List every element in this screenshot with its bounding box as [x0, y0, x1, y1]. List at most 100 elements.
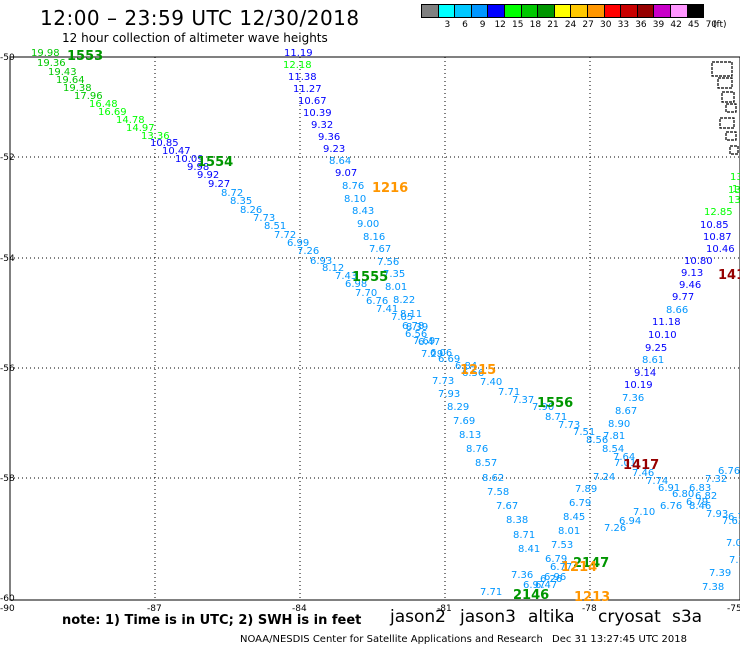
color-scale-label: 39 — [652, 20, 665, 30]
swh-value: 6.76 — [366, 296, 388, 307]
swh-value: 6.76 — [660, 501, 682, 512]
swh-value: 7.71 — [480, 587, 502, 598]
swh-value: 7.67 — [369, 244, 391, 255]
swh-value: 6.79 — [545, 554, 567, 565]
swh-value: 8.62 — [482, 473, 504, 484]
swh-value: 9.32 — [311, 120, 333, 131]
swh-value: 7.05 — [391, 312, 413, 323]
swh-value: 6.94 — [619, 516, 641, 527]
color-scale-label: 30 — [600, 20, 612, 30]
footer-credit: NOAA/NESDIS Center for Satellite Applica… — [240, 634, 543, 645]
swh-value: 16.69 — [98, 107, 127, 118]
map-subtitle: 12 hour collection of altimeter wave hei… — [62, 31, 328, 45]
swh-value: 8.54 — [602, 444, 624, 455]
coastline — [717, 77, 733, 89]
swh-value: 7.69 — [453, 416, 475, 427]
swh-value: 6.96 — [544, 572, 566, 583]
swh-value: 8.16 — [363, 232, 385, 243]
swh-value: 6.47 — [535, 580, 557, 591]
color-scale-label: 36 — [635, 20, 647, 30]
swh-value: 6.82 — [695, 491, 717, 502]
swh-value: 7.71 — [498, 387, 520, 398]
sat-legend-altika: altika — [528, 607, 575, 627]
swh-value: 7.53 — [551, 540, 573, 551]
swh-value: 8.39 — [406, 322, 428, 333]
swh-value: 7.79 — [729, 555, 740, 566]
swh-value: 6.83 — [689, 483, 711, 494]
swh-value: 8.01 — [385, 282, 407, 293]
lon-label: -75 — [727, 604, 740, 614]
swh-value: 19.43 — [48, 67, 77, 78]
swh-value: 9.25 — [645, 343, 667, 354]
swh-value: 11.18 — [652, 317, 681, 328]
swh-value: 19.36 — [37, 58, 66, 69]
swh-value: 19.98 — [31, 48, 60, 59]
pass-label: 1554 — [197, 155, 233, 170]
lon-label: -81 — [437, 604, 452, 614]
swh-value: 7.38 — [702, 582, 724, 593]
color-scale-label: 45 — [687, 20, 700, 30]
swh-value: 7.35 — [383, 269, 405, 280]
swh-value: 10.47 — [162, 146, 191, 157]
lat-label: -52 — [0, 153, 15, 163]
swh-value: 7.01 — [614, 458, 636, 469]
swh-value: 7.46 — [632, 468, 654, 479]
swh-value: 12.85 — [704, 207, 733, 218]
swh-value: 10.10 — [648, 330, 677, 341]
swh-value: 8.57 — [475, 458, 497, 469]
coastline — [719, 117, 735, 129]
swh-value: 7.26 — [297, 246, 319, 257]
swh-value: 8.64 — [329, 156, 351, 167]
swh-value: 7.56 — [377, 257, 399, 268]
color-scale-label: 15 — [512, 20, 524, 30]
swh-value: 7.40 — [480, 377, 502, 388]
lon-label: -90 — [0, 604, 15, 614]
swh-value: 13.7 — [728, 185, 740, 196]
color-scale-label: 33 — [617, 20, 630, 30]
swh-value: 9.98 — [187, 162, 209, 173]
lon-label: -84 — [292, 604, 307, 614]
swh-value: 8.56 — [586, 435, 608, 446]
pass-label: 1553 — [67, 49, 103, 64]
swh-value: 6.47 — [418, 337, 440, 348]
lat-label: -54 — [0, 254, 15, 264]
lon-label: -78 — [582, 604, 597, 614]
swh-value: 8.41 — [518, 544, 540, 555]
color-scale-label: 21 — [547, 20, 559, 30]
color-scale-label: 70 — [705, 20, 718, 30]
swh-value: 9.27 — [208, 179, 230, 190]
color-scale-label: 12 — [494, 20, 506, 30]
swh-value: 8.76 — [342, 181, 364, 192]
swh-value: 10.87 — [703, 232, 732, 243]
swh-value: 7.39 — [709, 568, 731, 579]
color-scale-label: 18 — [529, 20, 542, 30]
swh-value: 10.46 — [706, 244, 735, 255]
swh-value: 6.76 — [718, 466, 740, 477]
swh-value: 13.61 — [728, 195, 740, 206]
swh-value: 8.43 — [352, 206, 374, 217]
swh-value: 8.11 — [400, 309, 422, 320]
swh-value: 6.91 — [658, 483, 680, 494]
pass-label: 1214 — [561, 560, 597, 575]
swh-value: 7.89 — [575, 484, 597, 495]
pass-label: 141 — [718, 268, 740, 283]
map-title: 12:00 – 23:59 UTC 12/30/2018 — [40, 6, 360, 30]
swh-value: 8.67 — [615, 406, 637, 417]
swh-value: 6.98 — [345, 279, 367, 290]
swh-value: 9.14 — [634, 368, 656, 379]
swh-value: 19.38 — [63, 83, 92, 94]
swh-value: 8.46 — [689, 501, 711, 512]
swh-value: 13. — [730, 172, 740, 183]
swh-value: 10.09 — [175, 154, 204, 165]
swh-value: 10.85 — [150, 138, 179, 149]
swh-value: 7.90 — [532, 402, 554, 413]
swh-value: 7.73 — [558, 420, 580, 431]
pass-label: 1555 — [352, 270, 388, 285]
swh-value: 8.26 — [240, 205, 262, 216]
swh-value: 6.80 — [672, 489, 694, 500]
swh-value: 7.36 — [511, 570, 533, 581]
lat-label: -50 — [0, 53, 15, 63]
swh-value: 8.90 — [608, 419, 630, 430]
swh-value: 8.01 — [558, 526, 580, 537]
pass-label: 2147 — [573, 556, 609, 571]
